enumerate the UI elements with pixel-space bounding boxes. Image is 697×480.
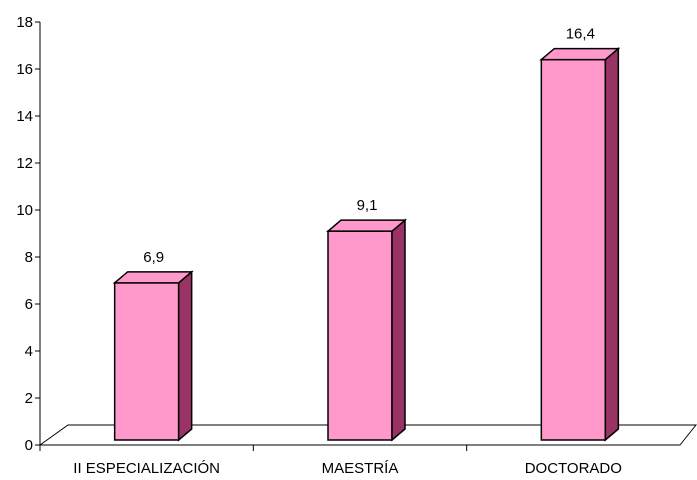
bar-top	[112, 271, 194, 284]
x-tick-label: DOCTORADO	[525, 460, 622, 477]
y-tick-label: 14	[16, 108, 33, 125]
y-tick-label: 16	[16, 61, 33, 78]
y-tick-label: 8	[25, 249, 33, 266]
bar-side	[604, 46, 620, 442]
y-tick-label: 10	[16, 202, 33, 219]
y-tick-label: 18	[16, 14, 33, 31]
bar-side	[177, 270, 193, 442]
bar-side	[391, 218, 406, 442]
data-label: 16,4	[566, 26, 595, 43]
bar	[112, 270, 194, 442]
bar	[539, 46, 621, 442]
y-tick-label: 0	[25, 437, 33, 454]
y-tick-label: 2	[25, 390, 33, 407]
y-tick-label: 4	[25, 343, 33, 360]
bar-front	[327, 230, 393, 441]
y-tick-label: 6	[25, 296, 33, 313]
data-label: 9,1	[357, 197, 378, 214]
bar	[325, 218, 408, 442]
x-tick-label: II ESPECIALIZACIÓN	[73, 460, 220, 477]
bar-front	[113, 282, 180, 441]
data-label: 6,9	[143, 249, 164, 266]
y-tick-label: 12	[16, 155, 33, 172]
labels: 6,9 II ESPECIALIZACIÓN 9,1 MAESTRÍA 16,4 DOCT…	[73, 26, 622, 477]
bars	[112, 46, 621, 442]
bar-top	[539, 47, 621, 61]
bar-top	[325, 219, 408, 232]
y-axis: 0 2 4 6 8 10 12 14 16 18	[16, 14, 680, 454]
bar-front	[540, 58, 607, 441]
x-tick-label: MAESTRÍA	[322, 460, 399, 477]
